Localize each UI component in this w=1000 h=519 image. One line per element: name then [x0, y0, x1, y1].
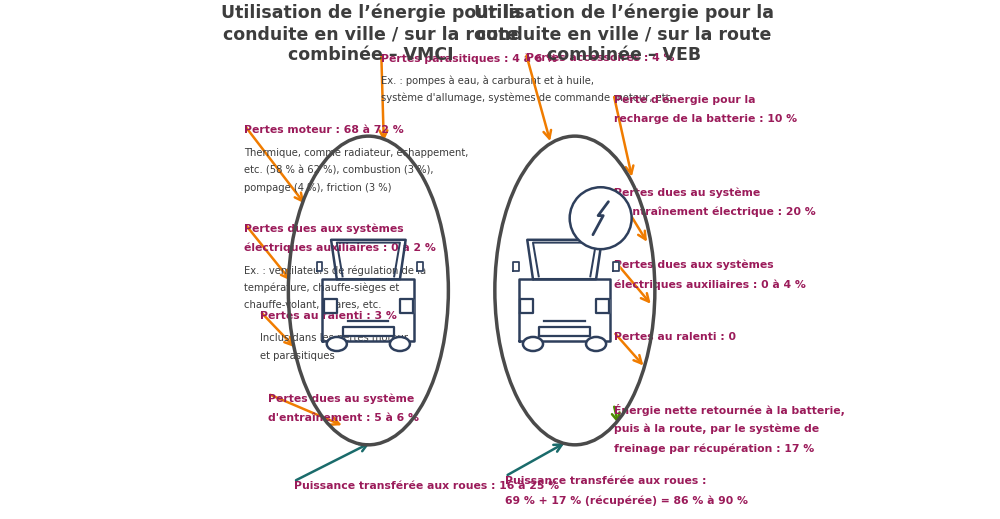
Polygon shape [539, 327, 590, 335]
Ellipse shape [586, 337, 606, 351]
Text: Pertes accessoires : 4 %: Pertes accessoires : 4 % [526, 53, 674, 63]
Text: puis à la route, par le système de: puis à la route, par le système de [614, 424, 819, 434]
Text: électriques auxiliaires : 0 à 2 %: électriques auxiliaires : 0 à 2 % [244, 243, 436, 253]
Polygon shape [400, 299, 413, 313]
Ellipse shape [390, 337, 410, 351]
Text: température, chauffe-sièges et: température, chauffe-sièges et [244, 283, 400, 293]
Text: Utilisation de l’énergie pour la
conduite en ville / sur la route
combinée – VMC: Utilisation de l’énergie pour la conduit… [221, 4, 521, 64]
Text: Pertes au ralenti : 0: Pertes au ralenti : 0 [614, 332, 736, 342]
Text: Inclus dans les pertes moteur: Inclus dans les pertes moteur [260, 333, 408, 344]
Polygon shape [520, 299, 533, 313]
Text: Pertes dues au système: Pertes dues au système [614, 187, 760, 198]
Text: système d'allumage, systèmes de commande moteur, etc.: système d'allumage, systèmes de commande… [381, 93, 675, 103]
Polygon shape [613, 262, 619, 271]
Ellipse shape [523, 337, 543, 351]
Text: chauffe-volant, phares, etc.: chauffe-volant, phares, etc. [244, 301, 382, 310]
Text: Thermique, comme radiateur, échappement,: Thermique, comme radiateur, échappement, [244, 147, 469, 158]
Polygon shape [417, 262, 423, 271]
Text: Perte d'énergie pour la: Perte d'énergie pour la [614, 94, 755, 105]
Text: Ex. : ventilateurs de régulation de la: Ex. : ventilateurs de régulation de la [244, 265, 427, 276]
Ellipse shape [327, 337, 347, 351]
Polygon shape [513, 262, 519, 271]
Text: freinage par récupération : 17 %: freinage par récupération : 17 % [614, 443, 814, 454]
Polygon shape [596, 299, 609, 313]
Text: recharge de la batterie : 10 %: recharge de la batterie : 10 % [614, 114, 797, 124]
Circle shape [570, 187, 632, 249]
Text: pompage (4 %), friction (3 %): pompage (4 %), friction (3 %) [244, 183, 392, 193]
Text: Pertes au ralenti : 3 %: Pertes au ralenti : 3 % [260, 311, 397, 321]
Text: d'entraînement électrique : 20 %: d'entraînement électrique : 20 % [614, 207, 815, 217]
Text: d'entraînement : 5 à 6 %: d'entraînement : 5 à 6 % [268, 413, 419, 424]
Text: électriques auxiliaires : 0 à 4 %: électriques auxiliaires : 0 à 4 % [614, 279, 805, 290]
Text: Pertes moteur : 68 à 72 %: Pertes moteur : 68 à 72 % [244, 125, 404, 135]
Text: Pertes parasitiques : 4 à 6 %: Pertes parasitiques : 4 à 6 % [381, 53, 557, 63]
Text: et parasitiques: et parasitiques [260, 351, 335, 361]
Text: 69 % + 17 % (récupérée) = 86 % à 90 %: 69 % + 17 % (récupérée) = 86 % à 90 % [505, 496, 748, 507]
Text: Énergie nette retournée à la batterie,: Énergie nette retournée à la batterie, [614, 404, 844, 416]
Text: etc. (58 % à 62 %), combustion (3 %),: etc. (58 % à 62 %), combustion (3 %), [244, 165, 434, 175]
Polygon shape [343, 327, 394, 335]
Text: Pertes dues aux systèmes: Pertes dues aux systèmes [244, 223, 404, 234]
Polygon shape [317, 262, 322, 271]
Text: Utilisation de l’énergie pour la
conduite en ville / sur la route
combinée – VEB: Utilisation de l’énergie pour la conduit… [474, 4, 774, 64]
Text: Pertes dues au système: Pertes dues au système [268, 394, 414, 404]
Polygon shape [324, 299, 337, 313]
Text: Pertes dues aux systèmes: Pertes dues aux systèmes [614, 260, 773, 270]
Text: Puissance transférée aux roues :: Puissance transférée aux roues : [505, 476, 707, 486]
Text: Ex. : pompes à eau, à carburant et à huile,: Ex. : pompes à eau, à carburant et à hui… [381, 75, 594, 86]
Text: Puissance transférée aux roues : 16 à 25 %: Puissance transférée aux roues : 16 à 25… [294, 482, 559, 491]
